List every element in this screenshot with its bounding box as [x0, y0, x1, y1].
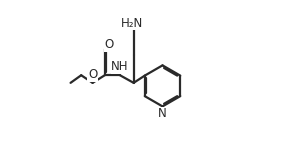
- Text: O: O: [88, 68, 97, 81]
- Text: NH: NH: [111, 60, 129, 73]
- Text: N: N: [158, 107, 167, 120]
- Text: H₂N: H₂N: [121, 17, 143, 30]
- Text: O: O: [105, 38, 114, 51]
